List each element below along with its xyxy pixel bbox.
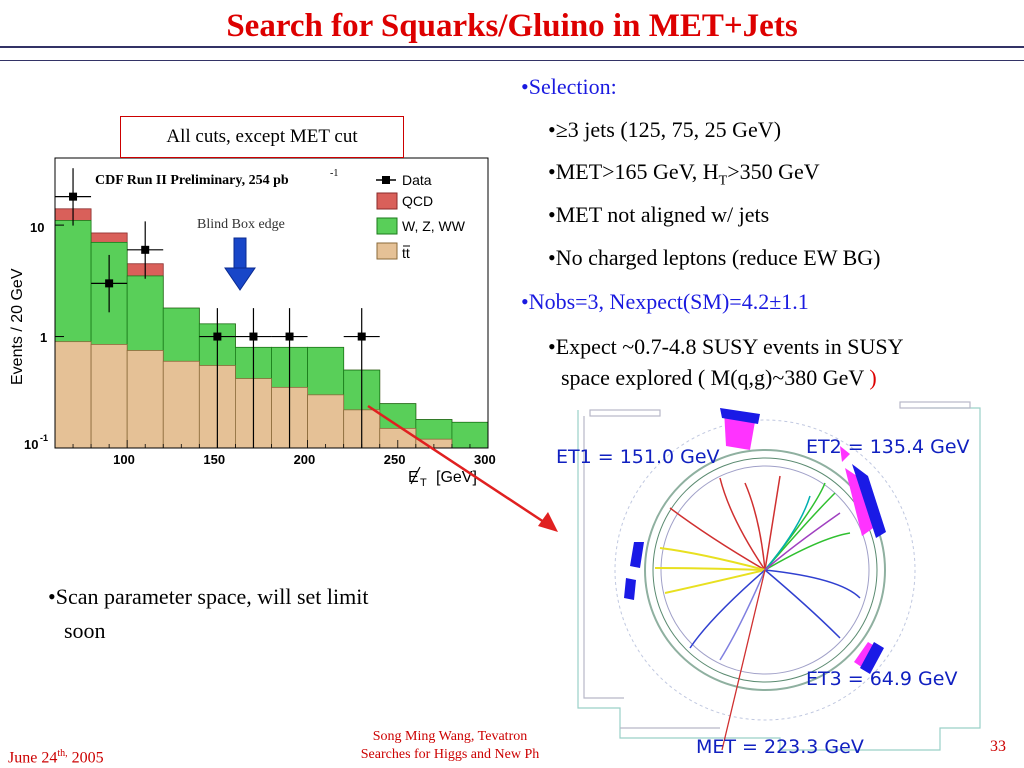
blind-box-arrow xyxy=(224,237,256,291)
bar-tt-0 xyxy=(54,341,92,449)
legend: Data QCD W, Z, WW tt xyxy=(376,172,466,261)
x-axis-label-slash xyxy=(410,466,421,485)
y-tick-sup: -1 xyxy=(40,433,48,443)
data-point-5 xyxy=(271,308,308,448)
detector-ring-outer xyxy=(644,449,886,691)
legend-data: Data xyxy=(402,172,432,188)
x-tick-label: 100 xyxy=(113,452,135,467)
plot-header-sup: -1 xyxy=(330,168,338,179)
x-axis-label-sub: T xyxy=(420,477,427,489)
y-tick-0.1: 10 xyxy=(24,437,38,452)
x-tick-label: 150 xyxy=(203,452,225,467)
x-tick-label: 300 xyxy=(474,452,496,467)
bullet-met: •MET>165 GeV, HT>350 GeV xyxy=(548,159,820,189)
bullet-scan-line2: soon xyxy=(64,618,106,643)
footer-date: June 24th, 2005 xyxy=(8,748,104,767)
bullet-expect-line1: •Expect ~0.7-4.8 SUSY events in SUSY xyxy=(548,334,904,359)
bullet-not-aligned: •MET not aligned w/ jets xyxy=(548,202,770,227)
data-point-0 xyxy=(55,168,92,226)
data-point-1 xyxy=(91,254,128,313)
bullet-expect-line2: space explored ( M(q,g)~380 GeV ) xyxy=(561,365,877,390)
x-tick-label: 200 xyxy=(294,452,316,467)
data-point-6 xyxy=(343,308,380,448)
plot-header: CDF Run II Preliminary, 254 pb xyxy=(95,173,289,188)
legend-qcd: QCD xyxy=(402,193,433,209)
label-met: MET = 223.3 GeV xyxy=(696,736,864,758)
label-et3: ET3 = 64.9 GeV xyxy=(806,668,958,690)
detector-frame xyxy=(577,401,981,751)
y-tick-1: 1 xyxy=(40,330,47,345)
detector-ring-calo xyxy=(614,419,916,721)
axes xyxy=(54,224,489,449)
bar-tt-2 xyxy=(126,350,164,449)
tracks xyxy=(654,475,861,661)
calorimeter-towers xyxy=(624,408,886,674)
label-et2: ET2 = 135.4 GeV xyxy=(806,436,970,458)
title-rule-top xyxy=(0,46,1024,48)
data-point-3 xyxy=(199,308,236,448)
detector-ring-mid xyxy=(652,457,878,683)
bar-tt-7 xyxy=(307,394,345,449)
bullet-no-leptons: •No charged leptons (reduce EW BG) xyxy=(548,245,881,270)
bullet-jets: •≥3 jets (125, 75, 25 GeV) xyxy=(548,117,782,142)
data-point-4 xyxy=(235,308,272,448)
bullet-selection: •Selection: xyxy=(521,74,617,99)
cut-label-box: All cuts, except MET cut xyxy=(120,116,404,158)
bullet-nobs: •Nobs=3, Nexpect(SM)=4.2±1.1 xyxy=(521,289,809,314)
y-axis-label: Events / 20 GeV xyxy=(9,268,26,385)
detector-ring-inner xyxy=(660,465,870,675)
connector-arrow xyxy=(367,404,558,532)
x-axis-label-unit: [GeV] xyxy=(436,469,477,486)
page-title: Search for Squarks/Gluino in MET+Jets xyxy=(226,8,798,44)
data-points xyxy=(55,168,380,448)
bullet-scan-line1: •Scan parameter space, will set limit xyxy=(48,584,369,609)
event-display xyxy=(577,401,981,751)
footer-author: Song Ming Wang, Tevatron Searches for Hig… xyxy=(360,729,540,762)
x-ticks: 100 150 200 250 300 xyxy=(113,452,496,467)
page-number: 33 xyxy=(990,738,1006,755)
x-tick-label: 250 xyxy=(384,452,406,467)
legend-tt: tt xyxy=(402,245,410,261)
x-axis-label: E xyxy=(408,469,419,486)
data-point-2 xyxy=(127,221,164,279)
histogram-plot: Blind Box edge CDF Run II Preliminary, 2… xyxy=(9,157,496,489)
bar-tt-1 xyxy=(90,344,128,449)
legend-wzww: W, Z, WW xyxy=(402,218,466,234)
title-rule-bottom xyxy=(0,60,1024,61)
blind-box-label: Blind Box edge xyxy=(197,217,285,232)
bar-tt-3 xyxy=(162,360,200,449)
label-et1: ET1 = 151.0 GeV xyxy=(556,446,720,468)
met-direction-line xyxy=(721,569,766,751)
y-tick-10: 10 xyxy=(30,220,44,235)
